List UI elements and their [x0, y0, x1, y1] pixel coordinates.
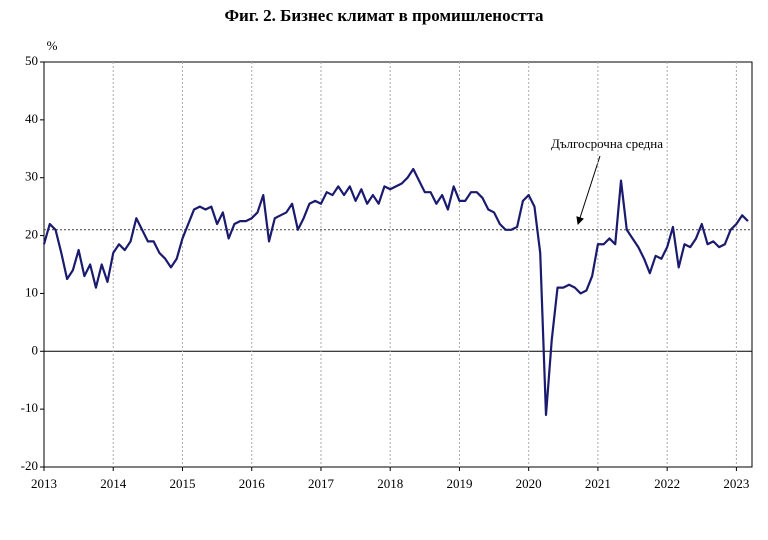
y-tick-label: 30 [25, 169, 38, 184]
y-tick-label: 20 [25, 227, 38, 242]
x-tick-label: 2014 [100, 476, 127, 491]
x-tick-label: 2018 [377, 476, 403, 491]
x-tick-label: 2021 [585, 476, 611, 491]
x-tick-label: 2022 [654, 476, 680, 491]
y-tick-label: -20 [21, 458, 38, 473]
plot-frame [43, 61, 753, 468]
x-tick-label: 2023 [723, 476, 749, 491]
x-tick-label: 2017 [308, 476, 335, 491]
annotation: Дългосрочна средна [551, 136, 663, 151]
y-tick-label: 50 [25, 53, 38, 68]
y-unit-label: % [47, 38, 58, 53]
y-tick-label: -10 [21, 400, 38, 415]
x-tick-label: 2015 [169, 476, 195, 491]
annotation-arrow [576, 155, 601, 225]
x-tick-label: 2020 [516, 476, 542, 491]
x-tick-label: 2013 [31, 476, 57, 491]
x-tick-label: 2019 [446, 476, 472, 491]
chart-title: Фиг. 2. Бизнес климат в промишлеността [224, 6, 544, 25]
series-line [42, 167, 749, 417]
y-tick-label: 0 [32, 342, 39, 357]
y-tick-label: 10 [25, 284, 38, 299]
x-tick-label: 2016 [239, 476, 266, 491]
y-tick-label: 40 [25, 111, 38, 126]
